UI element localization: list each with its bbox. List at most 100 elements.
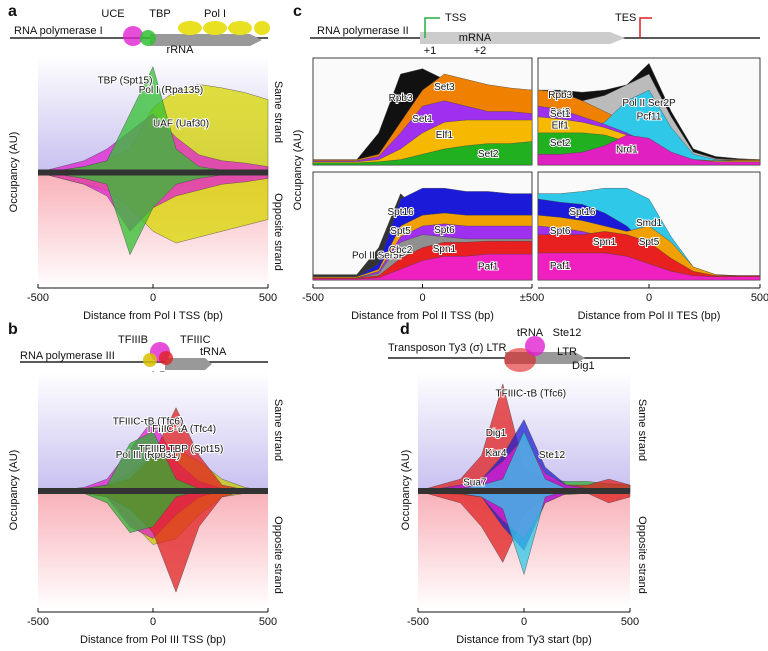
x-tick-label: 0 [150,616,156,628]
series-label: TFIIIC-τB (Tfc6) [113,416,184,427]
x-axis-label: Distance from Pol II TES (bp) [578,310,721,322]
series-label: Spt16 [569,207,596,218]
header-label: TFIIIB [118,334,148,346]
strand-divider [38,488,268,494]
x-axis-label: Distance from Pol II TSS (bp) [351,310,494,322]
series-label: Elf1 [552,121,570,132]
series-label: Cbc2 [389,245,413,256]
header-label: +2 [474,45,487,57]
x-axis-label: Distance from Pol I TSS (bp) [83,310,223,322]
x-tick-label: 0 [150,292,156,304]
x-tick-label: -500 [27,292,49,304]
panel-letter: b [8,321,18,338]
x-tick-label: 0 [646,292,652,304]
x-tick-label: 0 [419,292,425,304]
series-label: Spt6 [550,226,571,237]
x-tick-label: 500 [751,292,768,304]
header-label: Ste12 [553,327,582,339]
panel-letter: c [293,3,302,20]
series-label: TFIIIC-τA (Tfc4) [146,424,216,435]
strand-label: Opposite strand [272,516,284,594]
series-label: Pol III (Rpo31) [116,450,180,461]
header-label: tRNA [517,327,544,339]
header-label: RNA polymerase II [317,25,409,37]
y-axis-label: Occupancy (AU) [8,450,20,531]
y-axis-label: Occupancy (AU) [292,130,304,211]
x-tick-label: -500 [302,292,324,304]
x-tick-label: ±500 [520,292,544,304]
series-label: Spt5 [639,237,660,248]
series-label: Nrd1 [616,145,638,156]
series-label: Dig1 [486,428,507,439]
header-label: tRNA [200,346,227,358]
x-tick-label: -500 [407,616,429,628]
x-tick-label: 0 [521,616,527,628]
series-label: Rpb3 [389,93,413,104]
series-label: Spn1 [433,244,457,255]
series-label: Set3 [550,107,571,118]
header-label: Dig1 [572,360,595,372]
header-label: Pol I [204,8,226,20]
strand-label: Opposite strand [272,193,284,271]
strand-divider [418,488,630,494]
series-label: Smd1 [636,218,663,229]
gene-schematics [10,17,760,498]
series-label: Spt16 [388,207,415,218]
area [312,141,533,166]
header-label: TFIIIC [180,334,211,346]
series-label: Elf1 [436,130,454,141]
strand-label: Same strand [272,399,284,461]
series-label: Spn1 [593,237,617,248]
header-label: LTR [557,346,577,358]
x-tick-label: 500 [259,616,277,628]
y-axis-label: Occupancy (AU) [400,450,412,531]
header-label: mRNA [459,32,492,44]
series-label: Pol I (Rpa135) [139,85,203,96]
series-label: TFIIIC-τB (Tfc6) [495,389,566,400]
header-label: +1 [424,45,437,57]
x-axis-label: Distance from Ty3 start (bp) [456,634,592,646]
series-label: Paf1 [478,262,499,273]
header-label: TSS [445,12,466,24]
header-label: UCE [101,8,124,20]
series-label: Set2 [478,149,499,160]
header-label: rRNA [167,44,195,56]
area [312,253,533,281]
series-label: Sua7 [463,477,487,488]
series-label: Spt6 [434,225,455,236]
strand-label: Opposite strand [636,516,648,594]
header-label: RNA polymerase I [14,25,103,37]
series-label: Set2 [550,138,571,149]
series-label: Pol II Ser5P [352,250,406,261]
series-label: Paf1 [550,261,571,272]
series-label: Kar4 [485,448,507,459]
series-label: TFIIIB TBP (Spt15) [139,444,224,455]
series-label: Set1 [550,109,571,120]
strand-divider [38,169,268,176]
series-label: Spt5 [390,226,411,237]
x-tick-label: 500 [259,292,277,304]
y-axis-label: Occupancy (AU) [8,132,20,213]
x-tick-label: 500 [621,616,639,628]
series-label: UAF (Uaf30) [153,118,209,129]
series-label: Pol II Ser2P [622,98,676,109]
header-label: TES [615,12,636,24]
series-label: Set1 [412,114,433,125]
series-label: Ste12 [539,450,566,461]
x-tick-label: -500 [27,616,49,628]
area [537,134,761,166]
panel-letter: a [8,3,17,20]
header-label: TBP [149,8,170,20]
strand-label: Same strand [636,399,648,461]
area [537,252,761,281]
series-label: TBP (Spt15) [98,75,153,86]
panel-letter: d [400,321,410,338]
series-label: Set3 [434,82,455,93]
header-label: Transposon Ty3 (σ) LTR [388,342,507,354]
header-label: RNA polymerase III [20,350,115,362]
plots: a UCE TBP Pol I RNA polymerase I rRNA Occupanc… [8,3,768,646]
series-label: Pcf11 [637,111,662,122]
x-axis-label: Distance from Pol III TSS (bp) [80,634,226,646]
